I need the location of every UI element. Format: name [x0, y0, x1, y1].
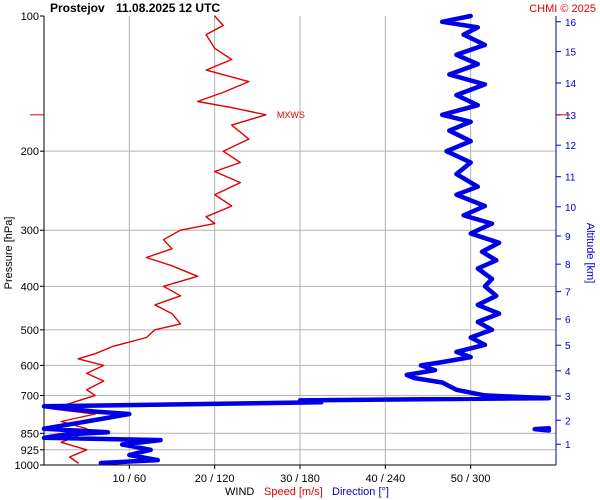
pressure-tick-label: 100 [21, 11, 39, 23]
pressure-tick-label: 850 [21, 428, 39, 440]
pressure-tick-label: 200 [21, 146, 39, 158]
wind-tick-label: 10 / 60 [113, 473, 147, 485]
wind-tick-label: 30 / 180 [280, 473, 320, 485]
altitude-tick-label: 15 [565, 48, 577, 59]
wind-tick-label: 50 / 300 [451, 473, 491, 485]
pressure-tick-label: 1000 [15, 460, 39, 472]
wind-tick-label: 40 / 240 [365, 473, 405, 485]
legend-direction-label: Direction [°] [332, 486, 389, 498]
chart-title-station: Prostejov [50, 1, 105, 15]
altitude-axis-label: Altitude [km] [584, 223, 596, 284]
chart-credit: CHMI © 2025 [529, 3, 596, 15]
mxws-annotation: MXWS [277, 110, 305, 120]
altitude-tick-label: 6 [565, 315, 571, 326]
plot-lines: MXWS [30, 13, 570, 466]
altitude-tick-label: 1 [565, 440, 571, 451]
wind-tick-label: 20 / 120 [195, 473, 235, 485]
pressure-tick-label: 500 [21, 325, 39, 337]
speed-series-line [51, 15, 267, 464]
altitude-tick-label: 2 [565, 416, 571, 427]
altitude-tick-label: 12 [565, 141, 577, 152]
altitude-tick-label: 16 [565, 18, 577, 29]
pressure-tick-label: 400 [21, 281, 39, 293]
pressure-axis: 100 200 300 400 500 600 700 850 925 1000 [15, 11, 45, 472]
altitude-tick-label: 3 [565, 392, 571, 403]
pressure-tick-label: 300 [21, 225, 39, 237]
wind-axis: 10 / 60 20 / 120 30 / 180 40 / 240 50 / 300 [44, 464, 556, 485]
altitude-tick-label: 9 [565, 232, 571, 243]
altitude-tick-label: 11 [565, 173, 576, 184]
altitude-tick-label: 5 [565, 341, 571, 352]
altitude-tick-label: 10 [565, 203, 577, 214]
grid-lines [44, 16, 556, 465]
direction-series-line [41, 13, 552, 466]
altitude-tick-label: 14 [565, 79, 577, 90]
altitude-tick-label: 13 [565, 111, 577, 122]
y-axis-label: Pressure [hPa] [3, 217, 15, 290]
altitude-tick-label: 8 [565, 260, 571, 271]
chart-title-datetime: 11.08.2025 12 UTC [116, 1, 220, 15]
pressure-tick-label: 925 [21, 445, 39, 457]
legend-wind-label: WIND [225, 486, 254, 498]
legend-speed-label: Speed [m/s] [264, 486, 323, 498]
pressure-tick-label: 700 [21, 390, 39, 402]
pressure-tick-label: 600 [21, 360, 39, 372]
direction-series-segment [532, 425, 552, 433]
altitude-tick-label: 4 [565, 367, 571, 378]
altitude-tick-label: 7 [565, 288, 571, 299]
